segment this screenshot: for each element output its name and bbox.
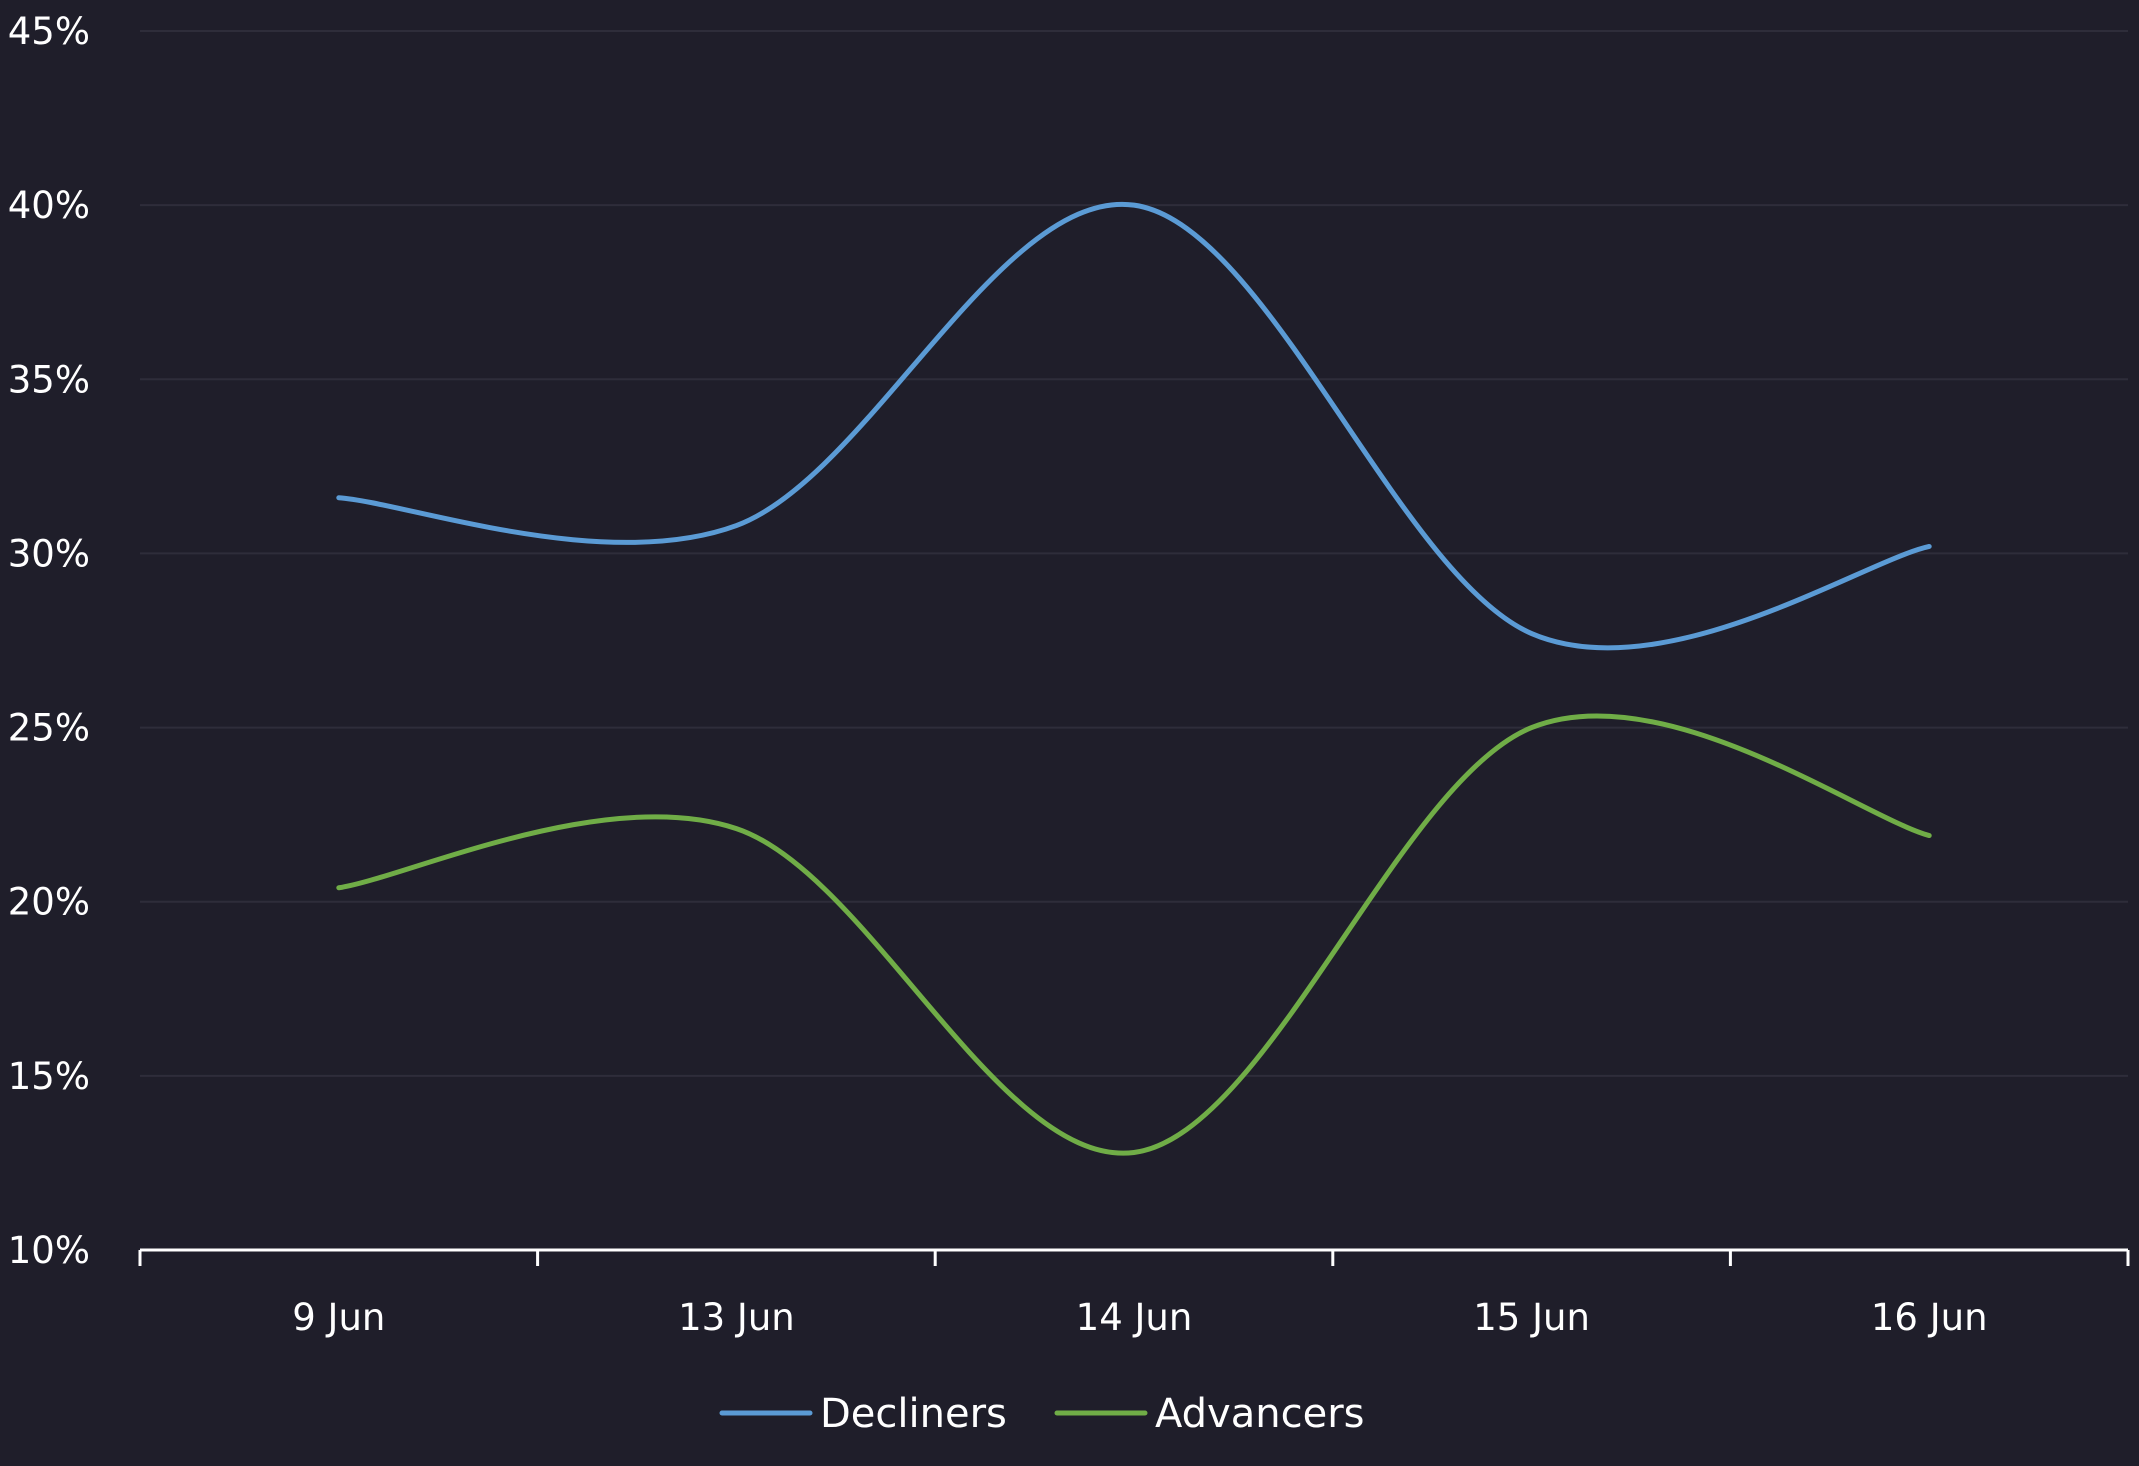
x-tick-label: 14 Jun: [1076, 1296, 1193, 1339]
series-lines: [336, 201, 1932, 1156]
y-tick-label: 45%: [8, 10, 90, 53]
y-tick-label: 20%: [8, 881, 90, 924]
series-line-decliners: [336, 201, 1932, 651]
legend-label-advancers: Advancers: [1155, 1391, 1364, 1437]
y-tick-label: 25%: [8, 707, 90, 750]
legend-label-decliners: Decliners: [820, 1391, 1007, 1437]
y-tick-label: 40%: [8, 184, 90, 227]
x-tick-label: 16 Jun: [1871, 1296, 1988, 1339]
legend: Decliners Advancers: [719, 1391, 1364, 1437]
x-axis: [138, 1248, 2130, 1266]
y-tick-label: 15%: [8, 1055, 90, 1098]
x-tick-label: 15 Jun: [1473, 1296, 1590, 1339]
y-tick-label: 30%: [8, 532, 90, 575]
x-tick-label: 13 Jun: [678, 1296, 795, 1339]
y-tick-label: 10%: [8, 1229, 90, 1272]
x-tick-label: 9 Jun: [292, 1296, 385, 1339]
x-axis-labels: 9 Jun 13 Jun 14 Jun 15 Jun 16 Jun: [292, 1296, 1987, 1339]
series-line-advancers: [336, 713, 1932, 1156]
y-tick-label: 35%: [8, 358, 90, 401]
y-axis-labels: 10% 15% 20% 25% 30% 35% 40% 45%: [8, 10, 90, 1272]
